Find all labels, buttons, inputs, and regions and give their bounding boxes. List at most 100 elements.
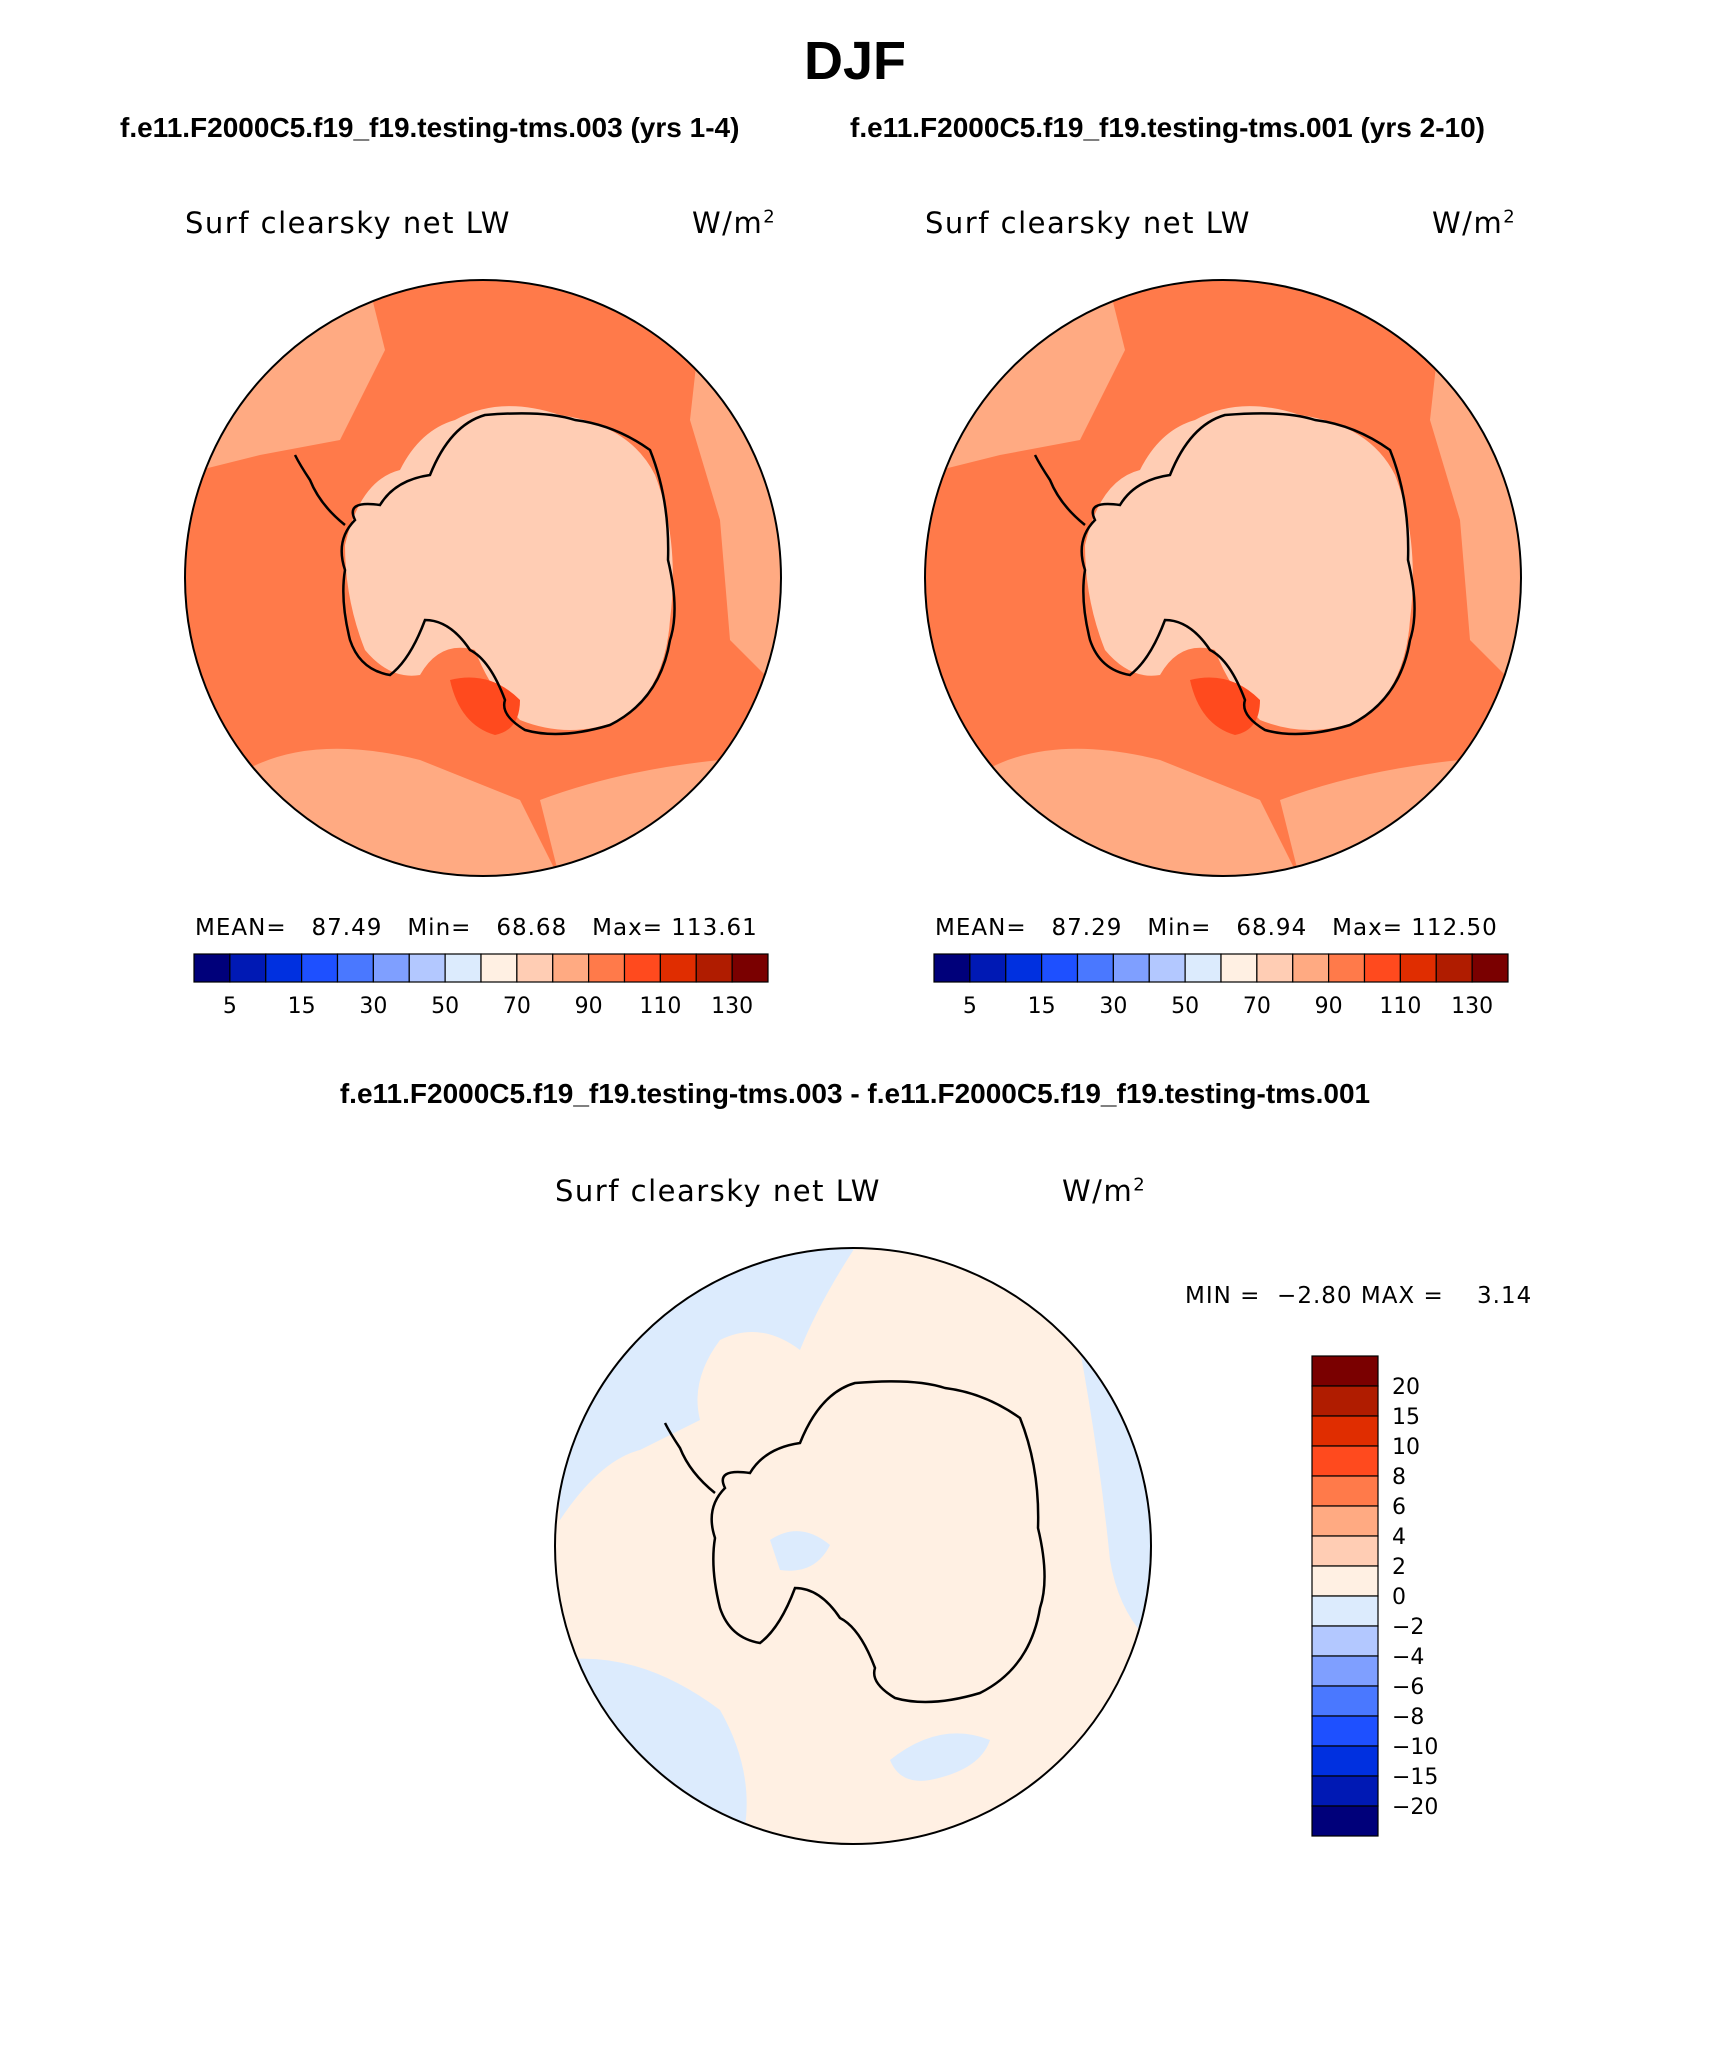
colorbar-swatch	[480, 953, 518, 983]
colorbar-tick-label: 70	[503, 994, 531, 1019]
colorbar-swatch	[1076, 953, 1114, 983]
panel2-max-label: Max=	[1332, 915, 1403, 941]
coastline	[710, 1380, 1046, 1704]
colorbar-tick-label: 30	[359, 994, 387, 1019]
panel1-stats: MEAN= 87.49 Min= 68.68 Max= 113.61	[195, 915, 758, 941]
colorbar-tick-label: 90	[1315, 994, 1343, 1019]
colorbar-left: 5 15 30 50 70 90 110 130	[193, 953, 769, 1019]
antarctica-interior	[1085, 406, 1413, 730]
colorbar-swatch	[1184, 953, 1222, 983]
colorbar-swatch	[1363, 953, 1401, 983]
colorbar-swatch	[516, 953, 554, 983]
diff-min-label: MIN =	[1185, 1283, 1261, 1309]
colorbar-tick-label: −2	[1392, 1615, 1424, 1640]
colorbar-swatch	[1328, 953, 1366, 983]
panel2-units-base: W/m	[1432, 206, 1504, 240]
colorbar-swatch	[1148, 953, 1186, 983]
diff-min: −2.80	[1277, 1283, 1353, 1309]
colorbar-tick-label: 110	[1379, 994, 1421, 1019]
panel1-max-label: Max=	[592, 915, 663, 941]
colorbar-swatch	[588, 953, 626, 983]
colorbar-swatch	[444, 953, 482, 983]
colorbar-swatch	[933, 953, 971, 983]
colorbar-swatch	[1112, 953, 1150, 983]
panel1-max: 113.61	[671, 915, 758, 941]
colorbar-tick-label: 10	[1392, 1435, 1420, 1460]
colorbar-swatch	[1005, 953, 1043, 983]
colorbar-tick-label: 15	[288, 994, 316, 1019]
colorbar-swatch	[1311, 1505, 1379, 1537]
colorbar-swatch	[731, 953, 769, 983]
panel1-units-exp: 2	[763, 206, 777, 228]
colorbar-swatch	[372, 953, 410, 983]
colorbar-tick-label: 6	[1392, 1495, 1406, 1520]
colorbar-swatch	[1311, 1415, 1379, 1447]
colorbar-tick-label: 130	[1451, 994, 1493, 1019]
colorbar-swatch	[1220, 953, 1258, 983]
panel2-mean: 87.29	[1051, 915, 1123, 941]
diff-max-label: MAX =	[1360, 1283, 1444, 1309]
diff-units-base: W/m	[1062, 1174, 1134, 1208]
peninsula-coast	[293, 454, 346, 526]
colorbar-tick-label: 50	[431, 994, 459, 1019]
colorbar-swatch	[1471, 953, 1509, 983]
panel1-units-base: W/m	[692, 206, 764, 240]
colorbar-swatch	[1041, 953, 1079, 983]
panel1-mean: 87.49	[311, 915, 383, 941]
diff-stats: MIN = −2.80 MAX = 3.14	[1185, 1283, 1532, 1309]
colorbar-swatch	[552, 953, 590, 983]
colorbar-tick-label: 0	[1392, 1585, 1406, 1610]
case-title-right: f.e11.F2000C5.f19_f19.testing-tms.001 (y…	[850, 112, 1485, 143]
colorbar-swatch	[1311, 1655, 1379, 1687]
panel2-min: 68.94	[1236, 915, 1308, 941]
colorbar-tick-label: 4	[1392, 1525, 1406, 1550]
colorbar-tick-label: 50	[1171, 994, 1199, 1019]
colorbar-tick-label: −4	[1392, 1645, 1424, 1670]
colorbar-swatch	[1311, 1445, 1379, 1477]
panel2-max: 112.50	[1411, 915, 1498, 941]
page-title: DJF	[803, 31, 906, 91]
colorbar-swatch	[1311, 1475, 1379, 1507]
colorbar-tick-label: 90	[575, 994, 603, 1019]
panel2-stats: MEAN= 87.29 Min= 68.94 Max= 112.50	[935, 915, 1498, 941]
colorbar-tick-label: 110	[639, 994, 681, 1019]
coastline	[1080, 412, 1416, 736]
colorbar-swatch	[1311, 1355, 1379, 1387]
diff-negative-interior	[770, 1531, 830, 1571]
colorbar-tick-label: −20	[1392, 1795, 1438, 1820]
panel2-mean-label: MEAN=	[935, 915, 1027, 941]
colorbar-swatch	[1311, 1775, 1379, 1807]
colorbar-swatch	[1311, 1715, 1379, 1747]
colorbar-swatch	[623, 953, 661, 983]
colorbar-swatch	[1256, 953, 1294, 983]
colorbar-tick-label: 130	[711, 994, 753, 1019]
diff-max: 3.14	[1477, 1283, 1533, 1309]
case-title-left: f.e11.F2000C5.f19_f19.testing-tms.003 (y…	[120, 112, 740, 143]
colorbar-swatch	[265, 953, 303, 983]
colorbar-tick-label: 8	[1392, 1465, 1406, 1490]
polar-map-left	[185, 280, 781, 876]
colorbar-swatch	[336, 953, 374, 983]
colorbar-swatch	[1311, 1565, 1379, 1597]
colorbar-tick-label: −6	[1392, 1675, 1424, 1700]
panel1-min: 68.68	[496, 915, 568, 941]
colorbar-swatch	[193, 953, 231, 983]
colorbar-tick-label: 2	[1392, 1555, 1406, 1580]
diff-variable: Surf clearsky net LW	[555, 1174, 881, 1208]
colorbar-swatch	[1311, 1745, 1379, 1777]
colorbar-tick-label: 15	[1392, 1405, 1420, 1430]
colorbar-swatch	[1311, 1535, 1379, 1567]
coastline	[340, 412, 676, 736]
map-rim-right	[924, 279, 1522, 877]
colorbar-swatch	[1399, 953, 1437, 983]
colorbar-swatch	[301, 953, 339, 983]
panel2-variable: Surf clearsky net LW	[925, 206, 1251, 240]
diff-positive-area	[555, 1248, 1151, 1844]
colorbar-swatch	[1311, 1595, 1379, 1627]
diff-units: W/m2	[1062, 1174, 1146, 1208]
colorbar-tick-label: 70	[1243, 994, 1271, 1019]
colorbar-tick-label: 5	[223, 994, 237, 1019]
map-rim-left	[184, 279, 782, 877]
